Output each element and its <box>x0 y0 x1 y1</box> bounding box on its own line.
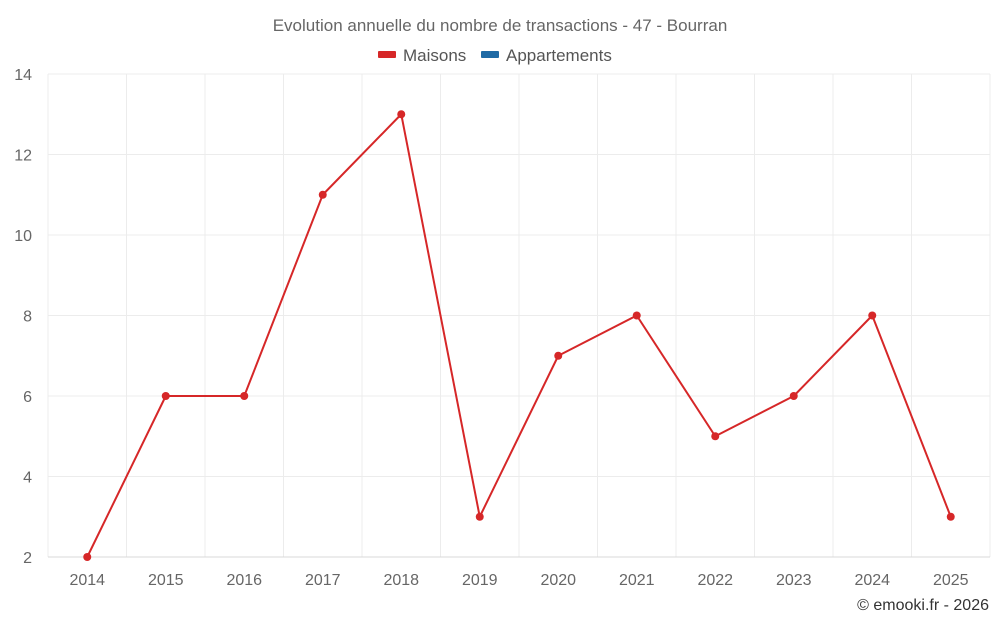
x-tick-label: 2024 <box>854 572 890 589</box>
x-tick-label: 2025 <box>933 572 969 589</box>
y-tick-label: 2 <box>23 550 32 567</box>
x-tick-label: 2017 <box>305 572 341 589</box>
data-point-2022 <box>711 432 720 441</box>
data-point-2020 <box>554 351 563 360</box>
data-point-2017 <box>318 190 327 199</box>
data-point-2024 <box>868 311 877 320</box>
legend-label-appartements: Appartements <box>506 46 612 65</box>
y-tick-label: 14 <box>14 67 32 84</box>
data-point-2023 <box>789 392 798 400</box>
x-tick-label: 2016 <box>226 572 262 589</box>
x-tick-label: 2020 <box>540 572 576 589</box>
y-tick-label: 12 <box>14 148 32 165</box>
series-line <box>86 113 952 558</box>
series-maisons <box>83 110 955 561</box>
x-tick-label: 2022 <box>697 572 733 589</box>
credit: © emooki.fr - 2026 <box>857 597 989 614</box>
y-tick-label: 8 <box>23 309 32 326</box>
legend-label-maisons: Maisons <box>403 46 466 65</box>
chart-title: Evolution annuelle du nombre de transact… <box>273 16 728 35</box>
x-tick-label: 2014 <box>69 572 105 589</box>
legend-swatch-appartements <box>481 51 499 58</box>
grid <box>47 73 991 557</box>
legend-swatch-maisons <box>378 51 396 58</box>
x-tick-label: 2023 <box>776 572 812 589</box>
y-axis: 2 4 6 8 10 12 14 <box>14 67 32 567</box>
legend-item-appartements[interactable]: Appartements <box>481 46 612 65</box>
data-point-2016 <box>240 392 249 400</box>
y-tick-label: 4 <box>23 470 32 487</box>
data-point-2021 <box>632 311 641 320</box>
data-point-2014 <box>83 553 92 561</box>
data-point-2025 <box>946 512 955 521</box>
legend: Maisons Appartements <box>378 46 612 65</box>
data-point-2015 <box>161 392 170 400</box>
y-tick-label: 6 <box>23 389 32 406</box>
x-axis: 2014 2015 2016 2017 2018 2019 2020 2021 2022 2023… <box>48 556 990 589</box>
x-tick-label: 2019 <box>462 572 498 589</box>
x-tick-label: 2021 <box>619 572 655 589</box>
legend-item-maisons[interactable]: Maisons <box>378 46 466 65</box>
y-tick-label: 10 <box>14 228 32 245</box>
data-point-2019 <box>475 512 484 521</box>
x-tick-label: 2015 <box>148 572 184 589</box>
data-point-2018 <box>397 110 406 119</box>
x-tick-label: 2018 <box>383 572 419 589</box>
